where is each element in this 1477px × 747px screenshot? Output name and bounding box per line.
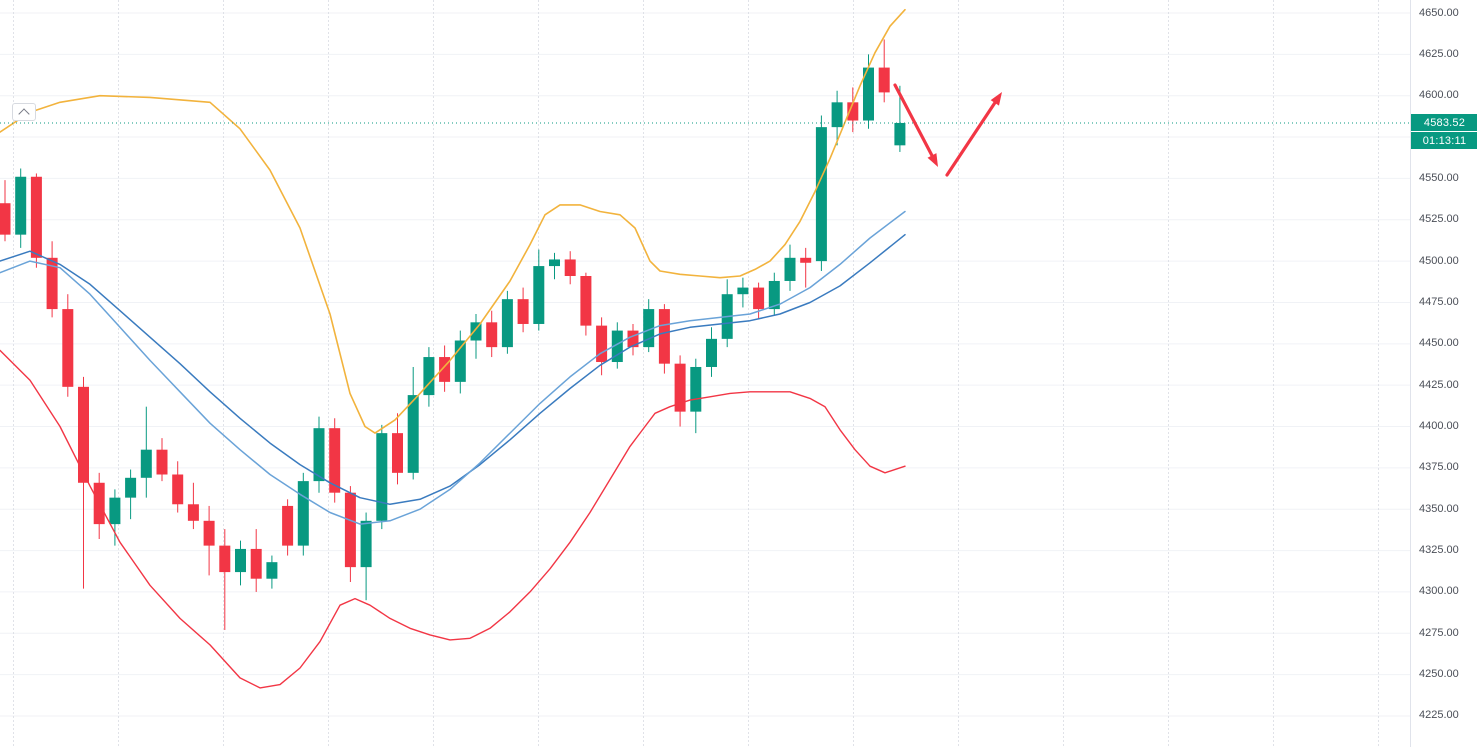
candle	[15, 168, 27, 248]
candle	[329, 418, 341, 503]
price-axis-label: 4550.00	[1419, 171, 1459, 184]
candle	[376, 424, 388, 530]
chevron-up-icon	[18, 108, 30, 120]
price-axis-label: 4225.00	[1419, 709, 1459, 722]
indicator-overlays	[0, 8, 906, 689]
candlestick-layer	[0, 39, 906, 630]
candle	[266, 555, 278, 589]
candle	[203, 505, 215, 576]
overlay-ma-fast-blue	[0, 210, 906, 525]
arrow-down-segment[interactable]	[893, 83, 934, 158]
candle	[643, 299, 655, 353]
candle	[360, 512, 372, 601]
overlay-upper-band-yellow	[0, 8, 906, 434]
candle	[93, 472, 105, 540]
price-axis-label: 4475.00	[1419, 295, 1459, 308]
trend-arrow-annotation[interactable]	[893, 83, 1002, 177]
candle	[878, 39, 890, 103]
candle	[125, 469, 137, 520]
arrow-up-segment-head	[990, 92, 1002, 106]
candle	[423, 347, 435, 407]
candle	[140, 406, 152, 498]
candle	[737, 277, 749, 308]
candle	[517, 287, 529, 333]
candle	[156, 438, 168, 482]
candle	[564, 251, 576, 285]
candle	[250, 529, 262, 592]
candle	[187, 482, 199, 530]
price-axis[interactable]: 4583.52 01:13:11 4650.00 4625.00 4600.00 45…	[1410, 0, 1477, 747]
candle	[501, 290, 513, 354]
candle	[721, 279, 733, 348]
horizontal-gridlines	[0, 12, 1410, 717]
candle	[800, 247, 812, 288]
current-price-badge: 4583.52	[1411, 114, 1477, 132]
collapse-panel-button[interactable]	[12, 103, 36, 121]
candle	[706, 327, 717, 377]
candle	[109, 489, 121, 546]
candle-countdown-badge: 01:13:11	[1411, 132, 1477, 150]
candle	[46, 241, 58, 318]
candle	[30, 173, 42, 268]
price-axis-label: 4425.00	[1419, 378, 1459, 391]
candle	[831, 90, 843, 146]
price-axis-label: 4450.00	[1419, 337, 1459, 350]
price-axis-label: 4325.00	[1419, 544, 1459, 557]
candle	[282, 499, 294, 556]
candle	[784, 244, 796, 291]
candle	[486, 310, 498, 358]
candle	[815, 115, 827, 272]
candle	[297, 472, 309, 556]
candle	[454, 330, 466, 394]
candle	[690, 358, 702, 434]
candle	[344, 486, 356, 583]
price-axis-label: 4275.00	[1419, 626, 1459, 639]
price-axis-label: 4625.00	[1419, 47, 1459, 60]
candle	[0, 180, 11, 242]
candle	[533, 249, 545, 331]
candle	[172, 461, 184, 513]
arrow-up-segment[interactable]	[945, 101, 997, 177]
price-axis-label: 4525.00	[1419, 213, 1459, 226]
candle	[392, 413, 403, 485]
candle	[219, 529, 231, 630]
price-axis-label: 4650.00	[1419, 6, 1459, 19]
candle	[313, 416, 325, 493]
chart-canvas[interactable]	[0, 0, 1410, 747]
vertical-gridlines	[13, 0, 1379, 747]
candle	[62, 294, 74, 397]
candle	[407, 366, 419, 480]
price-axis-label: 4375.00	[1419, 461, 1459, 474]
candle	[596, 317, 608, 376]
price-axis-label: 4500.00	[1419, 254, 1459, 267]
candle	[753, 282, 765, 320]
price-axis-label: 4300.00	[1419, 585, 1459, 598]
arrow-down-segment-head	[927, 153, 938, 167]
candle	[768, 272, 780, 316]
overlay-lower-band-red	[0, 349, 906, 689]
candle	[658, 304, 670, 374]
candle	[235, 540, 246, 586]
price-axis-label: 4400.00	[1419, 420, 1459, 433]
candle	[580, 272, 592, 336]
price-axis-label: 4350.00	[1419, 502, 1459, 515]
price-axis-label: 4600.00	[1419, 89, 1459, 102]
candle	[439, 345, 451, 392]
candle	[674, 355, 686, 427]
price-axis-label: 4250.00	[1419, 668, 1459, 681]
candle	[627, 323, 639, 356]
candle	[611, 322, 623, 369]
candle	[847, 87, 859, 133]
candle	[470, 314, 482, 359]
overlay-ma-slow-blue	[0, 233, 906, 506]
candle	[549, 252, 560, 280]
candle	[78, 376, 89, 589]
